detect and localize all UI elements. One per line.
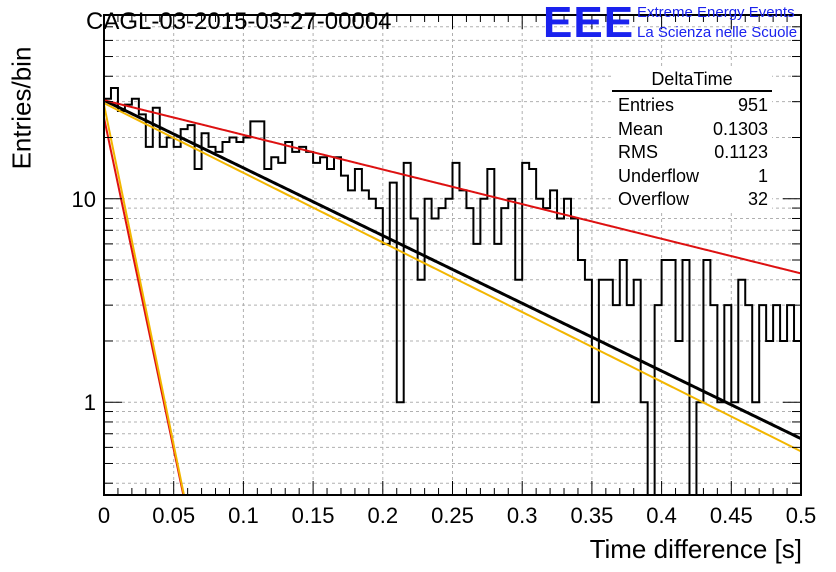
x-tick-label: 0.35 [570, 503, 613, 528]
logo-mark: EEE [543, 0, 635, 47]
histogram-step [104, 87, 801, 495]
stats-box: DeltaTime Entries 951 Mean 0.1303 RMS 0.… [612, 68, 772, 212]
fit-curve [104, 102, 801, 453]
stats-title: DeltaTime [612, 68, 772, 92]
stats-label: Overflow [618, 189, 690, 209]
x-tick-label: 0.25 [431, 503, 474, 528]
stats-value: 32 [747, 189, 768, 209]
fit-curve [104, 99, 801, 275]
stats-row-overflow: Overflow 32 [612, 188, 772, 212]
stats-value: 1 [757, 165, 768, 186]
y-tick-label: 1 [84, 390, 96, 415]
x-tick-label: 0.4 [646, 503, 677, 528]
x-tick-label: 0.05 [152, 503, 195, 528]
stats-label: Entries [618, 95, 675, 115]
stats-row-mean: Mean 0.1303 [612, 118, 772, 142]
stats-label: Underflow [618, 165, 700, 186]
stats-value: 0.1123 [714, 142, 768, 162]
x-tick-label: 0.1 [228, 503, 259, 528]
logo-line-1: Extreme Energy Events [637, 4, 795, 21]
histogram-layer [104, 87, 801, 495]
x-tick-label: 0.3 [507, 503, 538, 528]
x-axis-label: Time difference [s] [589, 534, 802, 564]
x-tick-label: 0 [98, 503, 110, 528]
x-tick-label: 0.45 [710, 503, 753, 528]
stats-row-entries: Entries 951 [612, 94, 772, 118]
eee-logo: EEE Extreme Energy Events La Scienza nel… [543, 0, 833, 47]
stats-row-underflow: Underflow 1 [612, 165, 772, 189]
axis-ticks: 0 0.05 0.1 0.15 0.2 0.25 0.3 0.35 0.4 0.45 0.5 1 10 [72, 15, 817, 528]
logo-line-2: La Scienza nelle Scuole [637, 24, 798, 41]
x-tick-label: 0.2 [368, 503, 399, 528]
stats-value: 0.1303 [712, 118, 768, 139]
fit-curves-layer [104, 98, 801, 495]
stats-label: Mean [618, 118, 664, 139]
y-axis-label: Entries/bin [6, 46, 37, 170]
y-tick-label: 10 [72, 187, 96, 212]
plot-title: CAGL-03-2015-03-27-00004 [86, 8, 392, 35]
stats-label: RMS [618, 142, 658, 162]
fit-curve [104, 98, 801, 441]
x-tick-label: 0.5 [786, 503, 817, 528]
stats-value: 951 [737, 95, 768, 115]
stats-row-rms: RMS 0.1123 [612, 141, 772, 165]
x-tick-label: 0.15 [292, 503, 335, 528]
